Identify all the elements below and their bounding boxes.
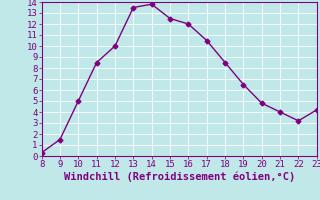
X-axis label: Windchill (Refroidissement éolien,°C): Windchill (Refroidissement éolien,°C) <box>64 172 295 182</box>
